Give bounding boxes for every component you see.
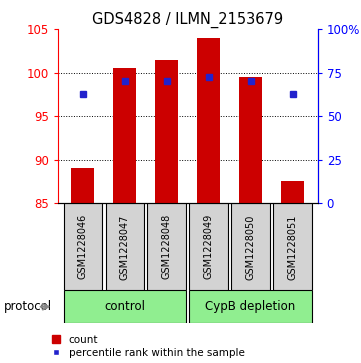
Bar (197, 38, 220, 203)
Bar (155, 60, 178, 203)
Bar (71, 168, 95, 203)
Text: GSM1228048: GSM1228048 (162, 214, 172, 280)
Text: GSM1228049: GSM1228049 (204, 214, 214, 280)
Text: GSM1228046: GSM1228046 (78, 214, 88, 280)
Bar (190, 290, 312, 323)
Bar (64, 290, 186, 323)
Bar (64, 203, 102, 290)
Text: control: control (104, 300, 145, 313)
Title: GDS4828 / ILMN_2153679: GDS4828 / ILMN_2153679 (92, 12, 283, 28)
Bar (273, 203, 312, 290)
Bar (231, 203, 270, 290)
Text: GSM1228051: GSM1228051 (287, 214, 297, 280)
Text: protocol: protocol (4, 300, 52, 313)
Bar (105, 203, 144, 290)
Text: GSM1228050: GSM1228050 (245, 214, 256, 280)
Bar (281, 182, 304, 203)
Text: GSM1228047: GSM1228047 (120, 214, 130, 280)
Bar (239, 77, 262, 203)
Bar (113, 68, 136, 203)
Bar (148, 203, 186, 290)
Text: CypB depletion: CypB depletion (205, 300, 296, 313)
Legend: count, percentile rank within the sample: count, percentile rank within the sample (52, 335, 245, 358)
Bar (190, 203, 228, 290)
